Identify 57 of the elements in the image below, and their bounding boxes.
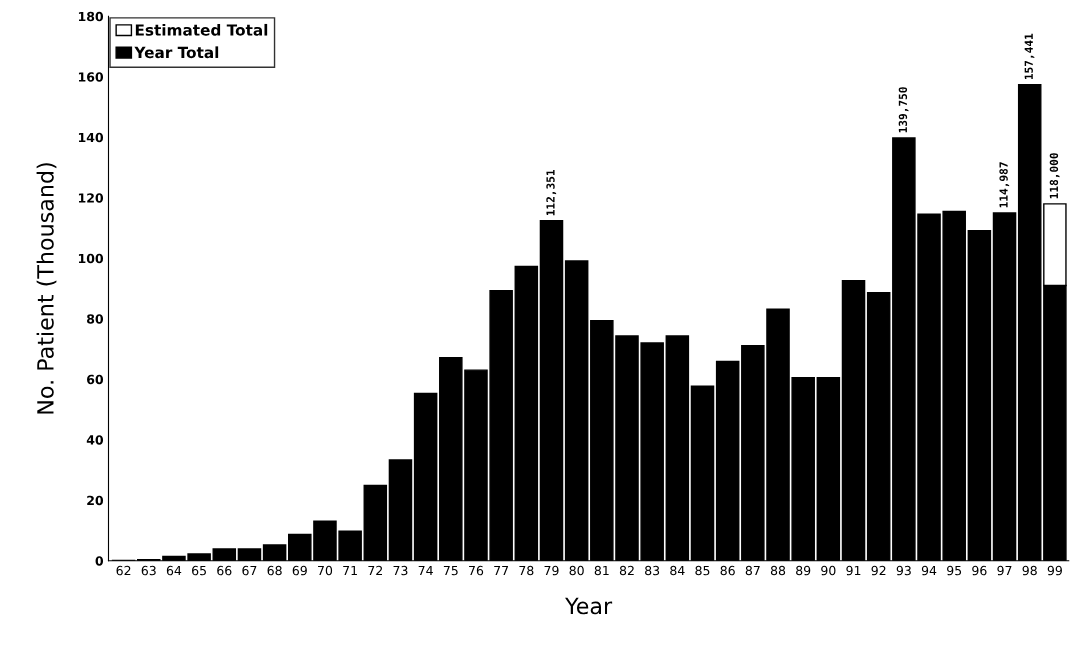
x-tick-label: 96 [972, 565, 987, 576]
x-tick-label: 66 [217, 565, 232, 576]
x-tick-label: 79 [544, 565, 559, 576]
y-tick-label: 40 [86, 435, 104, 445]
x-tick-label: 67 [242, 565, 257, 576]
x-tick-label: 62 [116, 565, 131, 576]
x-tick-label: 98 [1022, 565, 1037, 576]
annotation: 114,987 [999, 162, 1010, 208]
x-tick-label: 65 [192, 565, 206, 576]
x-tick-label: 97 [997, 565, 1012, 576]
x-tick-label: 84 [670, 565, 685, 576]
x-tick-label: 92 [871, 565, 886, 576]
y-tick-label: 180 [78, 11, 104, 22]
legend-label: Estimated Total [135, 23, 268, 36]
annotation: 118,000 [1049, 153, 1060, 199]
legend-label: Year Total [134, 46, 219, 59]
y-tick-label: 120 [78, 193, 104, 203]
x-tick-label: 86 [720, 565, 735, 576]
x-tick-label: 76 [469, 565, 484, 576]
x-tick-label: 89 [796, 565, 811, 576]
x-tick-label: 63 [141, 565, 156, 576]
x-tick-label: 69 [292, 565, 307, 576]
y-tick-label: 20 [87, 495, 104, 506]
x-tick-label: 80 [569, 565, 584, 576]
x-tick-label: 99 [1047, 565, 1062, 576]
x-tick-label: 94 [921, 565, 937, 576]
y-tick-label: 60 [87, 374, 104, 385]
x-tick-label: 75 [443, 565, 458, 576]
annotation: 157,441 [1024, 33, 1035, 80]
x-tick-label: 74 [418, 565, 433, 576]
y-tick-label: 0 [95, 556, 104, 566]
x-tick-label: 81 [594, 565, 609, 576]
x-tick-label: 83 [645, 565, 660, 576]
y-tick-label: 140 [78, 132, 104, 143]
x-tick-label: 73 [393, 565, 408, 576]
x-tick-label: 87 [745, 565, 760, 576]
x-tick-label: 85 [695, 565, 710, 576]
x-tick-label: 71 [343, 565, 357, 576]
x-tick-label: 70 [318, 565, 333, 576]
x-tick-label: 82 [619, 565, 634, 576]
x-tick-label: 72 [368, 565, 382, 576]
x-tick-label: 78 [519, 565, 534, 576]
x-tick-label: 64 [166, 565, 182, 576]
x-axis-title: Year [565, 597, 613, 615]
x-tick-label: 77 [494, 565, 509, 576]
annotation: 112,351 [546, 169, 557, 216]
y-tick-label: 100 [78, 253, 104, 264]
y-axis-title: No. Patient (Thousand) [36, 163, 57, 414]
x-tick-label: 88 [770, 565, 786, 576]
x-tick-label: 68 [267, 565, 282, 576]
y-tick-label: 160 [78, 72, 104, 82]
x-tick-label: 91 [846, 565, 861, 576]
y-tick-label: 80 [87, 314, 104, 324]
x-tick-label: 93 [896, 565, 911, 576]
x-tick-label: 95 [947, 565, 962, 576]
x-tick-label: 90 [821, 565, 836, 576]
annotation: 139,750 [898, 87, 909, 133]
